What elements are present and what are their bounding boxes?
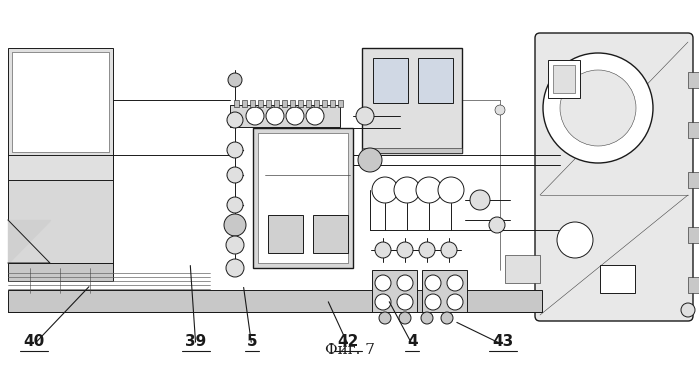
Circle shape <box>358 148 382 172</box>
Bar <box>338 100 343 107</box>
Bar <box>8 263 113 281</box>
Circle shape <box>416 177 442 203</box>
Circle shape <box>227 197 243 213</box>
Bar <box>372 270 417 312</box>
Bar <box>422 270 467 312</box>
Bar <box>230 105 340 127</box>
Text: 39: 39 <box>185 334 206 349</box>
Text: 4: 4 <box>407 334 418 349</box>
Circle shape <box>470 190 490 210</box>
Circle shape <box>266 107 284 125</box>
Bar <box>242 100 247 107</box>
Circle shape <box>447 294 463 310</box>
Circle shape <box>226 259 244 277</box>
Text: 42: 42 <box>338 334 359 349</box>
Circle shape <box>375 275 391 291</box>
Circle shape <box>441 312 453 324</box>
Circle shape <box>228 73 242 87</box>
Text: 43: 43 <box>493 334 514 349</box>
Circle shape <box>543 53 653 163</box>
Circle shape <box>557 222 593 258</box>
Circle shape <box>560 70 636 146</box>
Bar <box>688 122 699 138</box>
Bar <box>553 65 575 93</box>
Circle shape <box>379 312 391 324</box>
Bar <box>322 100 327 107</box>
Bar <box>8 180 113 263</box>
Circle shape <box>227 142 243 158</box>
Circle shape <box>495 105 505 115</box>
Bar <box>253 128 353 268</box>
Circle shape <box>372 177 398 203</box>
Circle shape <box>375 294 391 310</box>
Text: 40: 40 <box>23 334 44 349</box>
Bar <box>274 100 279 107</box>
Bar <box>362 148 462 153</box>
Bar <box>600 265 635 293</box>
Circle shape <box>356 107 374 125</box>
Bar <box>306 100 311 107</box>
Circle shape <box>306 107 324 125</box>
Bar <box>330 100 335 107</box>
Bar <box>258 133 348 263</box>
Bar <box>12 52 109 152</box>
Bar <box>8 290 542 312</box>
Circle shape <box>438 177 464 203</box>
FancyBboxPatch shape <box>535 33 693 321</box>
Bar <box>688 72 699 88</box>
Bar <box>688 172 699 188</box>
Bar <box>362 48 462 153</box>
Text: Фиг. 7: Фиг. 7 <box>324 343 375 357</box>
Bar <box>313 215 348 253</box>
Circle shape <box>227 112 243 128</box>
Text: 5: 5 <box>246 334 257 349</box>
Circle shape <box>419 242 435 258</box>
Bar <box>314 100 319 107</box>
Circle shape <box>399 312 411 324</box>
Bar <box>298 100 303 107</box>
Circle shape <box>226 236 244 254</box>
Bar <box>688 227 699 243</box>
Bar <box>505 255 540 283</box>
Bar <box>266 100 271 107</box>
Bar <box>250 100 255 107</box>
Circle shape <box>246 107 264 125</box>
Circle shape <box>397 294 413 310</box>
Circle shape <box>681 303 695 317</box>
Bar <box>548 60 580 98</box>
Bar <box>268 215 303 253</box>
Circle shape <box>489 217 505 233</box>
Circle shape <box>397 275 413 291</box>
Circle shape <box>425 275 441 291</box>
Circle shape <box>375 242 391 258</box>
Bar <box>418 58 453 103</box>
Circle shape <box>394 177 420 203</box>
Bar <box>373 58 408 103</box>
Bar <box>8 48 113 263</box>
Circle shape <box>441 242 457 258</box>
Circle shape <box>227 167 243 183</box>
Bar <box>258 100 263 107</box>
Circle shape <box>447 275 463 291</box>
Bar <box>290 100 295 107</box>
Circle shape <box>397 242 413 258</box>
Bar <box>234 100 239 107</box>
Circle shape <box>224 214 246 236</box>
Bar <box>688 277 699 293</box>
Circle shape <box>425 294 441 310</box>
Bar <box>282 100 287 107</box>
Circle shape <box>286 107 304 125</box>
Circle shape <box>421 312 433 324</box>
